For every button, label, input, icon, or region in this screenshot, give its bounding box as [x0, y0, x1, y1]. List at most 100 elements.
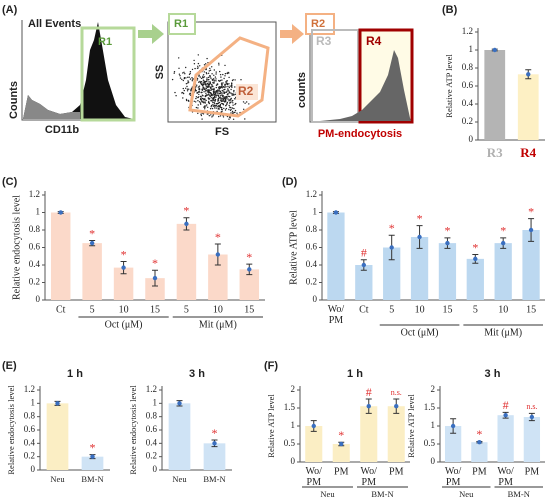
event-dot: [197, 86, 200, 88]
mean-dot: [333, 210, 339, 215]
group-label: Oct (μM): [105, 319, 143, 330]
y-tick-label: 1: [313, 207, 318, 217]
gate-in-label: R1: [174, 18, 188, 30]
bar: [50, 212, 71, 300]
event-dot: [212, 82, 214, 84]
event-dot: [232, 99, 234, 102]
event-dot: [219, 99, 222, 101]
y-tick-label: 1: [31, 397, 36, 407]
event-dot: [211, 73, 213, 75]
group-label: Mit (μM): [484, 327, 522, 338]
event-dot: [212, 97, 215, 99]
event-dot: [210, 77, 212, 79]
bar: [471, 442, 488, 462]
event-dot: [205, 88, 208, 90]
y-tick-label: 0.8: [462, 62, 474, 72]
event-dot: [232, 112, 234, 114]
event-dot: [219, 106, 222, 108]
x-tick-label: 10: [213, 304, 223, 315]
event-dot: [219, 115, 222, 117]
significance: *: [338, 428, 344, 442]
event-dot: [186, 85, 188, 88]
event-dot: [215, 80, 217, 82]
event-dot: [202, 74, 205, 76]
event-dot: [204, 87, 206, 89]
significance: *: [417, 211, 423, 225]
event-dot: [224, 101, 226, 103]
event-dot: [188, 100, 190, 102]
event-dot: [186, 88, 189, 90]
event-dot: [213, 69, 215, 71]
y-tick-label: 1: [431, 420, 436, 430]
event-dot: [201, 118, 203, 120]
mean-dot: [152, 275, 158, 281]
y-tick-label: 1.2: [24, 384, 35, 394]
y-tick-label: 0.2: [146, 451, 157, 461]
event-dot: [228, 108, 230, 111]
event-dot: [211, 83, 213, 86]
event-dot: [217, 108, 219, 110]
event-dot: [189, 71, 192, 73]
event-dot: [236, 112, 238, 114]
x-tick-label: 5: [473, 304, 478, 315]
event-dot: [226, 94, 228, 96]
bar: [497, 415, 514, 462]
bar: [355, 265, 373, 300]
event-dot: [218, 87, 220, 89]
y-tick-label: 0.2: [306, 277, 317, 287]
significance: *: [90, 440, 96, 454]
event-dot: [214, 100, 216, 102]
mean-dot: [311, 423, 316, 429]
event-dot: [198, 75, 200, 77]
y-tick-label: 0: [291, 456, 296, 466]
bar: [327, 212, 345, 300]
event-dot: [185, 87, 187, 90]
event-dot: [231, 94, 233, 97]
event-dot: [219, 92, 222, 95]
event-dot: [234, 109, 237, 112]
y-tick-label: 0.2: [24, 451, 35, 461]
event-dot: [221, 98, 223, 100]
event-dot: [218, 62, 220, 64]
event-dot: [229, 85, 231, 87]
event-dot: [208, 89, 211, 91]
event-dot: [203, 64, 206, 66]
event-dot: [209, 69, 212, 72]
event-dot: [196, 79, 199, 81]
event-dot: [206, 94, 208, 96]
bar: [494, 243, 512, 300]
event-dot: [209, 81, 211, 83]
event-dot: [235, 102, 237, 105]
event-dot: [218, 64, 220, 66]
event-dot: [206, 77, 208, 79]
event-dot: [194, 67, 196, 70]
event-dot: [211, 88, 213, 90]
bar: [46, 403, 69, 470]
mean-dot: [184, 221, 189, 227]
x-tick-label: PM: [525, 466, 540, 477]
scatter-plot: R1 SS FS R2: [154, 13, 277, 138]
mean-dot: [529, 414, 535, 420]
x-tick-label: PM: [472, 466, 487, 477]
event-dot: [213, 74, 215, 77]
event-dot: [215, 86, 217, 89]
event-dot: [209, 75, 211, 77]
significance: n.s.: [391, 388, 402, 397]
event-dot: [203, 76, 206, 78]
event-dot: [219, 86, 222, 89]
chart-title: 1 h: [347, 368, 363, 380]
y-tick-label: 0: [313, 294, 318, 304]
event-dot: [213, 81, 215, 83]
bar: [523, 417, 541, 462]
mean-dot: [500, 240, 506, 246]
event-dot: [213, 107, 216, 109]
bar: [387, 406, 405, 462]
y-tick-label: 0.6: [462, 80, 474, 90]
significance: *: [444, 224, 450, 238]
y-tick-label: 0.4: [306, 259, 318, 269]
event-dot: [199, 102, 202, 104]
significance: *: [212, 426, 218, 440]
event-dot: [187, 80, 189, 82]
event-dot: [227, 88, 229, 90]
